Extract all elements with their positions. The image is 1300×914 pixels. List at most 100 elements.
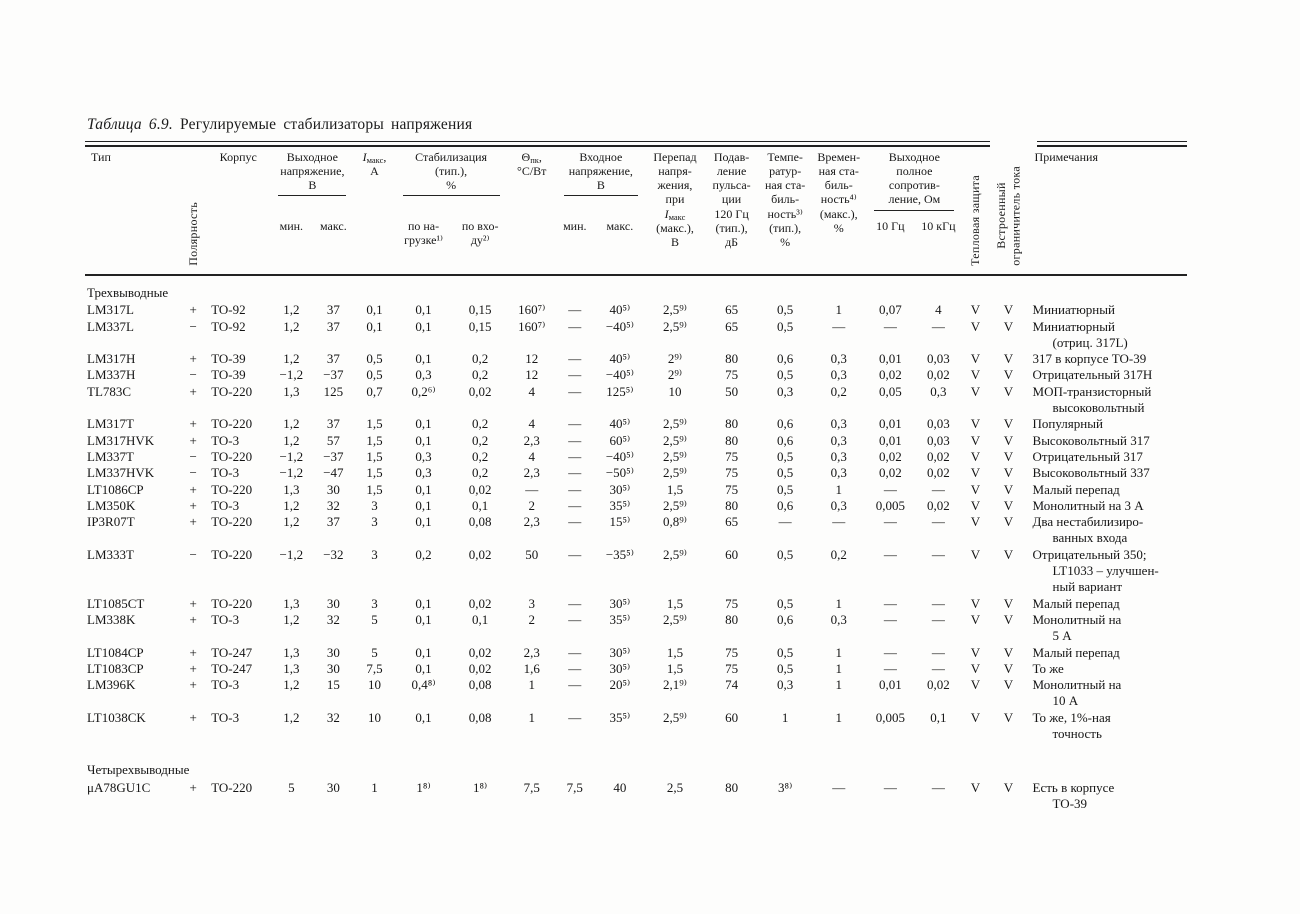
cell-vin-max: −40⁵⁾ bbox=[605, 448, 634, 464]
output-voltage-spanner-rule bbox=[278, 195, 347, 197]
cell-zout-10khz: 0,02 bbox=[927, 448, 950, 464]
cell-vout-max: 57 bbox=[326, 432, 340, 448]
cell-vout-min: 1,2 bbox=[283, 611, 300, 627]
cell-temp-stability: 0,3 bbox=[777, 383, 794, 399]
cell-type: μA78GU1C bbox=[87, 779, 151, 795]
cell-time-stability: 1 bbox=[835, 677, 842, 693]
cell-vin-min: — bbox=[568, 351, 582, 367]
cell-theta: 2,3 bbox=[523, 432, 540, 448]
table-wrap: Тип Полярность Корпус Выходное напряжени… bbox=[85, 141, 1187, 812]
cell-vout-max: 30 bbox=[326, 481, 340, 497]
thermal-protection-vertical-label: Тепловая защита bbox=[968, 174, 983, 266]
cell-imax: 0,1 bbox=[366, 302, 383, 318]
cell-dropout: 2⁹⁾ bbox=[667, 367, 683, 383]
cell-vout-min: 1,2 bbox=[283, 351, 300, 367]
cell-vin-min: — bbox=[568, 416, 582, 432]
col-header-dropout: Перепад напря- жения, при Iмакс (макс.), В bbox=[645, 141, 705, 276]
subheader-z-10hz: 10 Гц bbox=[866, 215, 915, 276]
cell-ripple-rejection: 65 bbox=[725, 302, 739, 318]
cell-type: LM333T bbox=[87, 546, 134, 562]
cell-thermal-protection: V bbox=[970, 595, 981, 611]
cell-time-stability: 0,3 bbox=[830, 432, 847, 448]
cell-thermal-protection: V bbox=[970, 709, 981, 725]
col-header-output-voltage: Выходное напряжение, В bbox=[270, 141, 354, 215]
cell-imax: 3 bbox=[371, 546, 378, 562]
table-body: Трехвыводные LM317L + TO-92 1,2 37 0,1 0… bbox=[85, 275, 1187, 812]
cell-type: LM350K bbox=[87, 497, 136, 513]
cell-package: TO-220 bbox=[211, 416, 253, 432]
cell-polarity: + bbox=[189, 595, 197, 611]
cell-reg-line: 0,2 bbox=[472, 416, 489, 432]
cell-note: Есть в корпусе ТО-39 bbox=[1032, 779, 1115, 811]
reg-line-label: по вхо- ду²⁾ bbox=[461, 219, 499, 248]
cell-reg-load: 0,1 bbox=[415, 709, 432, 725]
theta-unit: °С/Вт bbox=[517, 164, 547, 179]
cell-note: Высоковольтный 317 bbox=[1032, 432, 1150, 448]
cell-reg-load: 0,3 bbox=[415, 448, 432, 464]
cell-ripple-rejection: 65 bbox=[725, 318, 739, 334]
cell-dropout: 10 bbox=[668, 383, 682, 399]
cell-imax: 0,5 bbox=[366, 351, 383, 367]
cell-zout-10khz: 0,02 bbox=[927, 497, 950, 513]
cell-thermal-protection: V bbox=[970, 546, 981, 562]
cell-reg-load: 0,1 bbox=[415, 416, 432, 432]
cell-reg-load: 0,1 bbox=[415, 514, 432, 530]
cell-polarity: + bbox=[189, 481, 197, 497]
cell-package: TO-3 bbox=[211, 432, 240, 448]
cell-note: Малый перепад bbox=[1032, 481, 1120, 497]
subheader-reg-line: по вхо- ду²⁾ bbox=[452, 215, 508, 276]
col-header-stabilization: Стабилизация (тип.), % bbox=[395, 141, 508, 215]
cell-reg-line: 0,02 bbox=[468, 644, 492, 660]
cell-temp-stability: 0,5 bbox=[777, 595, 794, 611]
cell-vin-max: 35⁵⁾ bbox=[609, 709, 631, 725]
group-row: Трехвыводные bbox=[85, 275, 1187, 302]
cell-reg-line: 0,08 bbox=[468, 514, 492, 530]
cell-theta: 2,3 bbox=[523, 465, 540, 481]
cell-vout-max: 32 bbox=[326, 611, 340, 627]
table-row: LT1085CT + TO-220 1,3 30 3 0,1 0,02 3 — … bbox=[85, 596, 1187, 612]
subheader-vin-max: макс. bbox=[593, 215, 646, 276]
cell-imax: 10 bbox=[367, 709, 381, 725]
cell-type: LT1086CP bbox=[87, 481, 144, 497]
cell-current-limiter: V bbox=[1003, 677, 1014, 693]
cell-zout-10khz: — bbox=[931, 514, 945, 530]
cell-package: TO-3 bbox=[211, 497, 240, 513]
cell-temp-stability: 3⁸⁾ bbox=[778, 779, 793, 795]
output-impedance-label: Выходное полное сопротив- ление, Ом bbox=[888, 150, 941, 207]
cell-package: TO-220 bbox=[211, 481, 253, 497]
cell-vin-max: 40⁵⁾ bbox=[609, 416, 631, 432]
cell-zout-10hz: — bbox=[883, 595, 897, 611]
cell-theta: 2 bbox=[528, 497, 535, 513]
cell-theta: 3 bbox=[528, 595, 535, 611]
cell-time-stability: 0,2 bbox=[830, 383, 847, 399]
subheader-vin-min: мин. bbox=[555, 215, 594, 276]
table-row: LM317T + TO-220 1,2 37 1,5 0,1 0,2 4 — 4… bbox=[85, 416, 1187, 432]
cell-vin-min: — bbox=[568, 432, 582, 448]
cell-current-limiter: V bbox=[1003, 611, 1014, 627]
cell-vout-min: 1,3 bbox=[283, 644, 300, 660]
cell-zout-10khz: — bbox=[931, 546, 945, 562]
cell-time-stability: 1 bbox=[835, 660, 842, 676]
cell-polarity: + bbox=[189, 302, 197, 318]
cell-zout-10hz: — bbox=[883, 546, 897, 562]
output-voltage-label: Выходное напряжение, В bbox=[280, 150, 345, 193]
imax-unit: А bbox=[370, 164, 379, 179]
cell-vin-min: — bbox=[568, 302, 582, 318]
cell-type: LM317HVK bbox=[87, 432, 155, 448]
cell-vout-max: 30 bbox=[326, 595, 340, 611]
cell-time-stability: — bbox=[832, 318, 846, 334]
cell-theta: 4 bbox=[528, 448, 535, 464]
cell-reg-load: 0,1 bbox=[415, 481, 432, 497]
cell-ripple-rejection: 80 bbox=[725, 351, 739, 367]
cell-temp-stability: 0,5 bbox=[777, 367, 794, 383]
cell-ripple-rejection: 75 bbox=[725, 448, 739, 464]
cell-dropout: 2,5 bbox=[666, 779, 684, 795]
cell-package: TO-39 bbox=[211, 351, 246, 367]
cell-polarity: + bbox=[189, 432, 197, 448]
cell-note: 317 в корпусе ТО-39 bbox=[1032, 351, 1147, 367]
cell-thermal-protection: V bbox=[970, 351, 981, 367]
cell-reg-line: 0,1 bbox=[472, 611, 489, 627]
cell-thermal-protection: V bbox=[970, 318, 981, 334]
top-rule-thick-left bbox=[85, 145, 990, 147]
cell-time-stability: 1 bbox=[835, 302, 842, 318]
